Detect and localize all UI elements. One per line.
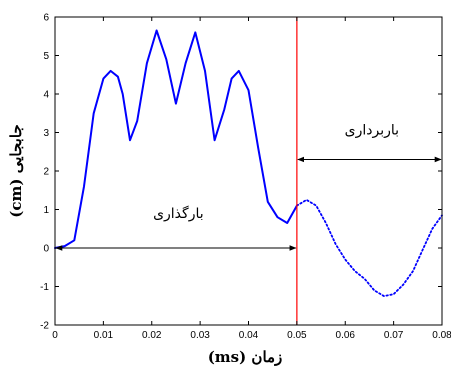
y-tick-label: 1 xyxy=(43,205,49,216)
y-tick-label: -1 xyxy=(40,282,49,293)
plot-area xyxy=(55,17,442,325)
x-tick-label: 0.07 xyxy=(384,330,404,341)
y-tick-label: 0 xyxy=(43,244,49,255)
y-tick-label: 3 xyxy=(43,128,49,139)
x-tick-label: 0.05 xyxy=(287,330,307,341)
y-axis-label: (cm) جابجایی xyxy=(7,124,25,217)
y-tick-label: 4 xyxy=(43,90,49,101)
x-axis-label: (ms) زمان xyxy=(208,348,283,366)
y-tick-label: -2 xyxy=(40,321,49,332)
unloading-annotation-label: باربرداری xyxy=(345,122,399,138)
x-tick-label: 0.08 xyxy=(432,330,451,341)
ticks-layer: 0 0.01 0.02 0.03 0.04 0.05 0.06 0.07 0.08 -2 -1 0 1 2… xyxy=(40,13,451,342)
loading-annotation-label: بارگذاری xyxy=(153,205,204,222)
annotation-layer: بارگذاری باربرداری xyxy=(55,122,442,251)
x-tick-label: 0.06 xyxy=(336,330,356,341)
y-tick-label: 2 xyxy=(43,167,49,178)
x-tick-label: 0 xyxy=(52,330,58,341)
unloading-displacement-line xyxy=(295,198,443,298)
y-tick-label: 5 xyxy=(43,51,49,62)
x-tick-label: 0.03 xyxy=(190,330,210,341)
series-layer xyxy=(54,29,443,298)
loading-displacement-line xyxy=(54,29,298,249)
y-tick-label: 6 xyxy=(43,13,49,24)
x-tick-label: 0.01 xyxy=(94,330,114,341)
x-tick-label: 0.04 xyxy=(239,330,259,341)
x-tick-label: 0.02 xyxy=(142,330,162,341)
